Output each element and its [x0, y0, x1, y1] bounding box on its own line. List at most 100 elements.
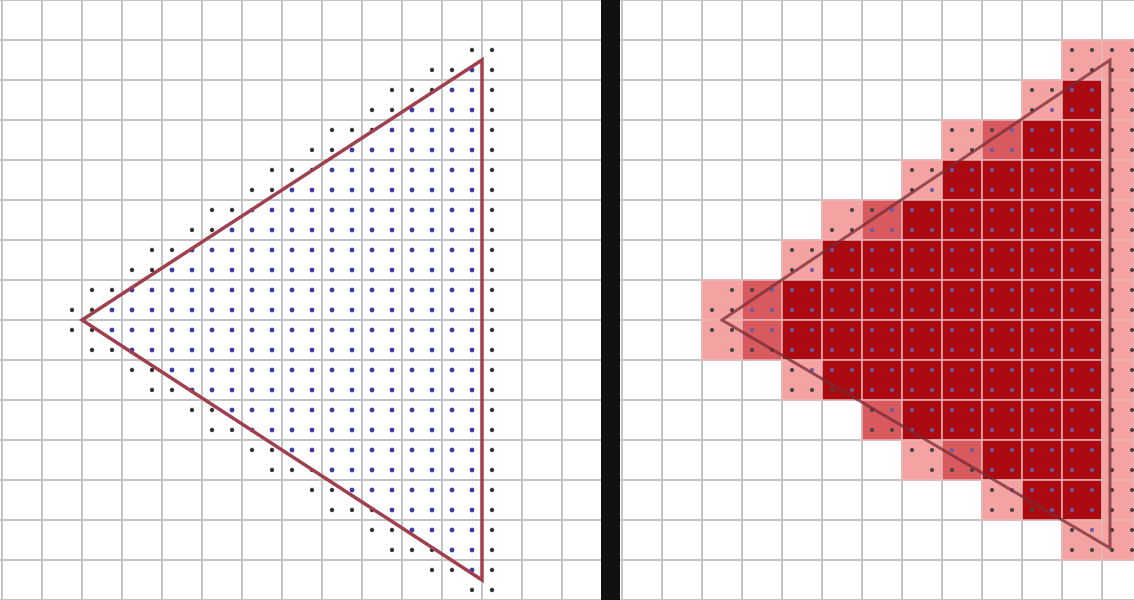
sample-point-inside: [349, 327, 355, 333]
sample-point-inside: [449, 167, 455, 173]
pixel-full-coverage: [901, 239, 943, 281]
sample-point-inside: [1030, 148, 1034, 152]
pixel-low-coverage: [701, 319, 743, 361]
sample-point-inside: [349, 287, 355, 293]
sample-point-inside: [970, 268, 974, 272]
sample-point-inside: [1010, 128, 1014, 132]
sample-point-inside: [990, 168, 994, 172]
pixel-low-coverage: [981, 479, 1023, 521]
sample-point-inside: [830, 348, 834, 352]
pixel-low-coverage: [1101, 39, 1134, 81]
pixel-full-coverage: [1061, 399, 1103, 441]
sample-point-inside: [349, 307, 355, 313]
sample-point-inside: [830, 268, 834, 272]
sample-point-inside: [890, 328, 894, 332]
pixel-full-coverage: [1061, 239, 1103, 281]
sample-point-inside: [950, 248, 954, 252]
sample-point-outside: [950, 128, 954, 132]
sample-point-inside: [1050, 268, 1054, 272]
pixel-full-coverage: [981, 399, 1023, 441]
sample-point-inside: [890, 208, 894, 212]
sample-point-inside: [389, 507, 395, 513]
pixel-low-coverage: [1101, 239, 1134, 281]
pixel-low-coverage: [1061, 39, 1103, 81]
sample-point-inside: [970, 248, 974, 252]
sample-point-inside: [409, 287, 415, 293]
sample-point-outside: [349, 507, 355, 513]
sample-point-inside: [369, 227, 375, 233]
pixel-full-coverage: [781, 279, 823, 321]
pixel-full-coverage: [1061, 119, 1103, 161]
sample-point-inside: [1090, 488, 1094, 492]
sample-point-inside: [1050, 428, 1054, 432]
sample-point-outside: [1130, 548, 1134, 552]
pixel-low-coverage: [1101, 199, 1134, 241]
sample-point-inside: [950, 348, 954, 352]
pixel-full-coverage: [941, 359, 983, 401]
sample-point-inside: [890, 308, 894, 312]
sample-point-inside: [910, 248, 914, 252]
sample-point-inside: [890, 228, 894, 232]
sample-point-inside: [369, 247, 375, 253]
sample-point-inside: [970, 288, 974, 292]
sample-point-inside: [309, 327, 315, 333]
sample-point-inside: [950, 308, 954, 312]
sample-point-outside: [1010, 508, 1014, 512]
sample-point-inside: [1090, 288, 1094, 292]
sample-point-outside: [489, 507, 495, 513]
sample-point-inside: [930, 428, 934, 432]
sample-point-inside: [389, 247, 395, 253]
sample-point-outside: [269, 467, 275, 473]
sample-point-outside: [1070, 528, 1074, 532]
sample-point-inside: [930, 228, 934, 232]
sample-point-outside: [149, 267, 155, 273]
sample-point-inside: [349, 407, 355, 413]
sample-point-inside: [149, 307, 155, 313]
sample-point-inside: [950, 208, 954, 212]
sample-point-inside: [369, 387, 375, 393]
sample-point-inside: [750, 328, 754, 332]
sample-point-inside: [429, 207, 435, 213]
pixel-low-coverage: [1101, 159, 1134, 201]
sample-point-inside: [890, 268, 894, 272]
sample-point-inside: [910, 408, 914, 412]
sample-point-inside: [289, 187, 295, 193]
sample-point-inside: [890, 248, 894, 252]
sample-point-inside: [369, 347, 375, 353]
sample-point-outside: [1130, 208, 1134, 212]
sample-point-inside: [1010, 468, 1014, 472]
sample-point-outside: [169, 247, 175, 253]
sample-point-inside: [369, 407, 375, 413]
sample-point-inside: [449, 87, 455, 93]
sample-point-inside: [990, 248, 994, 252]
sample-point-outside: [269, 167, 275, 173]
sample-point-inside: [1090, 148, 1094, 152]
sample-point-inside: [149, 347, 155, 353]
sample-point-inside: [269, 407, 275, 413]
sample-point-outside: [189, 227, 195, 233]
sample-point-outside: [449, 567, 455, 573]
pixel-full-coverage: [861, 319, 903, 361]
pixel-full-coverage: [941, 239, 983, 281]
sample-point-outside: [990, 508, 994, 512]
sample-point-inside: [409, 467, 415, 473]
sample-point-inside: [910, 308, 914, 312]
sample-point-outside: [990, 488, 994, 492]
sample-point-inside: [429, 307, 435, 313]
sample-point-outside: [489, 227, 495, 233]
sample-point-inside: [970, 228, 974, 232]
sample-point-outside: [1130, 308, 1134, 312]
sample-point-inside: [1030, 188, 1034, 192]
sample-point-inside: [349, 487, 355, 493]
sample-point-outside: [409, 547, 415, 553]
sample-point-inside: [850, 248, 854, 252]
sample-point-inside: [910, 328, 914, 332]
sample-point-inside: [389, 207, 395, 213]
sample-point-inside: [389, 307, 395, 313]
sample-point-inside: [1050, 408, 1054, 412]
sample-point-outside: [1030, 88, 1034, 92]
sample-point-inside: [369, 167, 375, 173]
sample-point-outside: [489, 427, 495, 433]
sample-point-inside: [870, 388, 874, 392]
sample-point-inside: [870, 328, 874, 332]
